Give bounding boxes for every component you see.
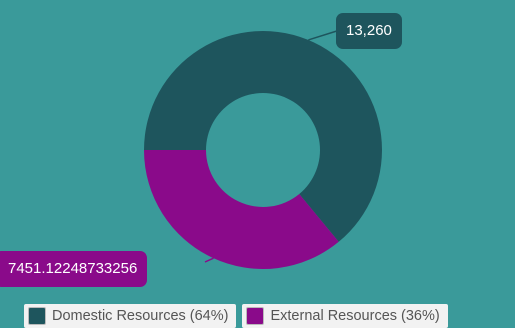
legend-label-domestic: Domestic Resources (64%) xyxy=(52,308,229,324)
legend-item-external[interactable]: External Resources (36%) xyxy=(242,304,448,328)
legend: Domestic Resources (64%) External Resour… xyxy=(24,304,448,328)
data-label-external: 7451.12248733256 xyxy=(0,251,148,287)
donut-slice-domestic[interactable] xyxy=(144,31,383,242)
leader-line-external xyxy=(204,257,214,263)
legend-swatch-domestic xyxy=(28,307,46,325)
legend-label-external: External Resources (36%) xyxy=(270,308,440,324)
legend-swatch-external xyxy=(246,307,265,325)
donut-slice-external[interactable] xyxy=(144,150,339,270)
data-label-domestic: 13,260 xyxy=(336,13,402,49)
legend-item-domestic[interactable]: Domestic Resources (64%) xyxy=(24,304,237,328)
leader-line-domestic xyxy=(308,29,341,41)
